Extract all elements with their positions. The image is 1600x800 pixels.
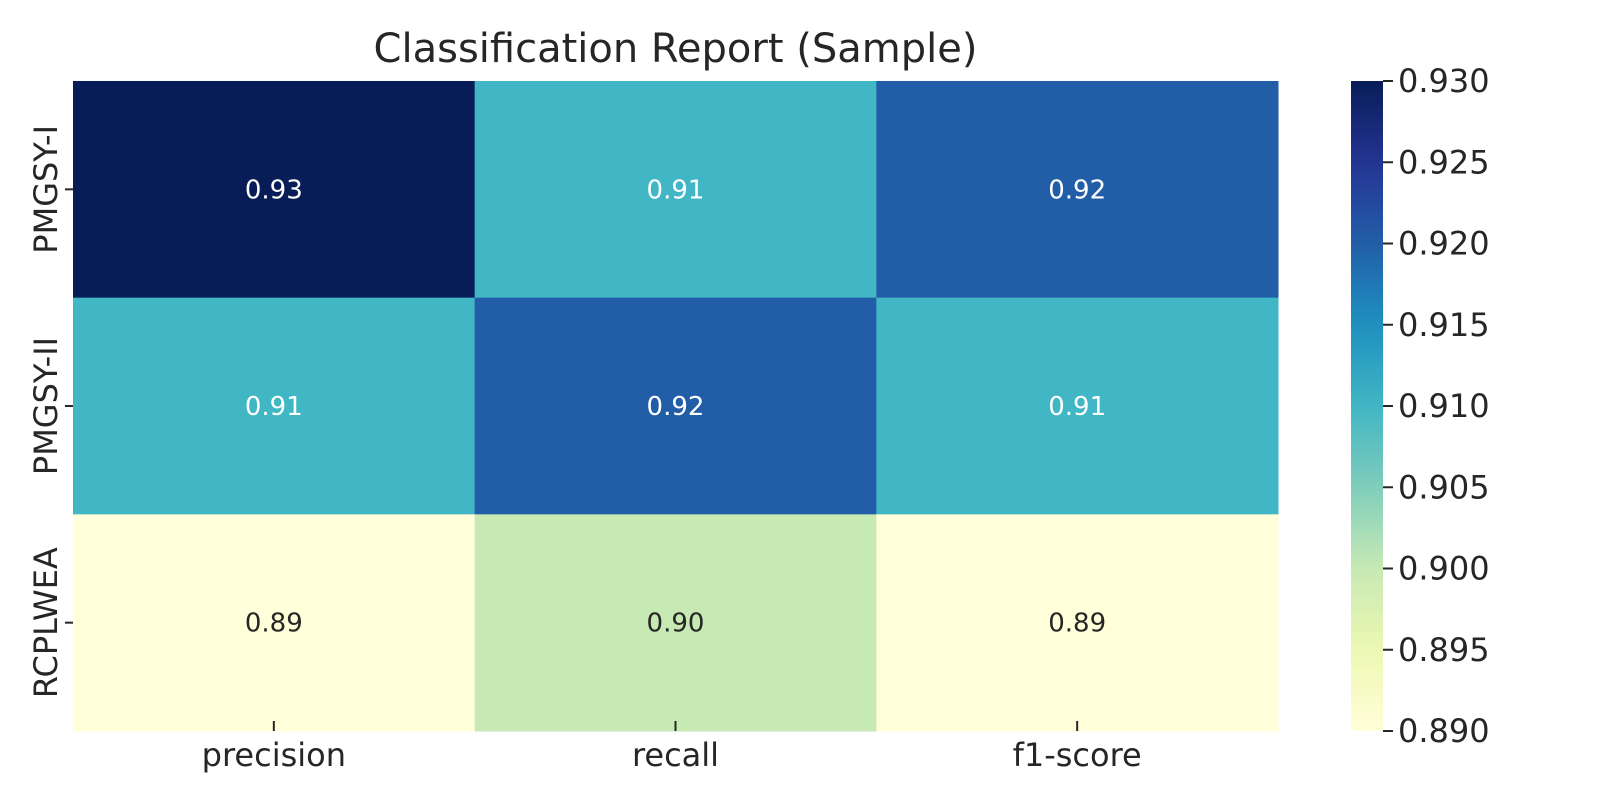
x-tick-label: f1-score <box>1013 736 1142 774</box>
colorbar-gradient <box>1351 81 1383 731</box>
y-axis: PMGSY-I PMGSY-II RCPLWEA <box>27 125 73 698</box>
colorbar-tick-label: 0.890 <box>1398 712 1490 750</box>
x-axis: precision recall f1-score <box>202 721 1142 774</box>
x-tick-label: precision <box>202 736 346 774</box>
heatmap-cell <box>876 81 1279 299</box>
heatmap-cell <box>876 297 1279 515</box>
y-tick-label: PMGSY-II <box>27 337 65 475</box>
cell-value-label: 0.91 <box>647 175 705 205</box>
heatmap-cell <box>876 514 1279 732</box>
cell-value-label: 0.90 <box>647 609 705 639</box>
heatmap-cell <box>73 514 476 732</box>
colorbar-tick-label: 0.905 <box>1398 468 1490 506</box>
heatmap-cell <box>474 514 877 732</box>
cell-value-label: 0.89 <box>245 609 303 639</box>
cell-value-label: 0.89 <box>1048 609 1106 639</box>
colorbar-tick-label: 0.895 <box>1398 631 1490 669</box>
colorbar: 0.930 0.925 0.920 0.915 0.910 0.905 0.900 0.895… <box>1351 62 1490 750</box>
x-tick-label: recall <box>632 736 719 774</box>
colorbar-tick-label: 0.900 <box>1398 550 1490 588</box>
heatmap-cells: 0.93 0.91 0.92 0.91 0.92 0.91 0.89 0.90 0.89 <box>73 81 1279 732</box>
heatmap-cell <box>73 297 476 515</box>
colorbar-tick-label: 0.910 <box>1398 387 1490 425</box>
cell-value-label: 0.91 <box>1048 392 1106 422</box>
cell-value-label: 0.91 <box>245 392 303 422</box>
heatmap-cell <box>474 297 877 515</box>
cell-value-label: 0.93 <box>245 175 303 205</box>
colorbar-tick-label: 0.925 <box>1398 143 1490 181</box>
cell-value-label: 0.92 <box>1048 175 1106 205</box>
y-tick-label: PMGSY-I <box>27 125 65 254</box>
chart-title: Classification Report (Sample) <box>374 26 978 72</box>
y-tick-label: RCPLWEA <box>27 547 65 698</box>
colorbar-tick-label: 0.930 <box>1398 62 1490 100</box>
cell-value-label: 0.92 <box>647 392 705 422</box>
heatmap-cell <box>73 81 476 299</box>
colorbar-tick-label: 0.915 <box>1398 306 1490 344</box>
colorbar-tick-label: 0.920 <box>1398 225 1490 263</box>
heatmap-cell <box>474 81 877 299</box>
